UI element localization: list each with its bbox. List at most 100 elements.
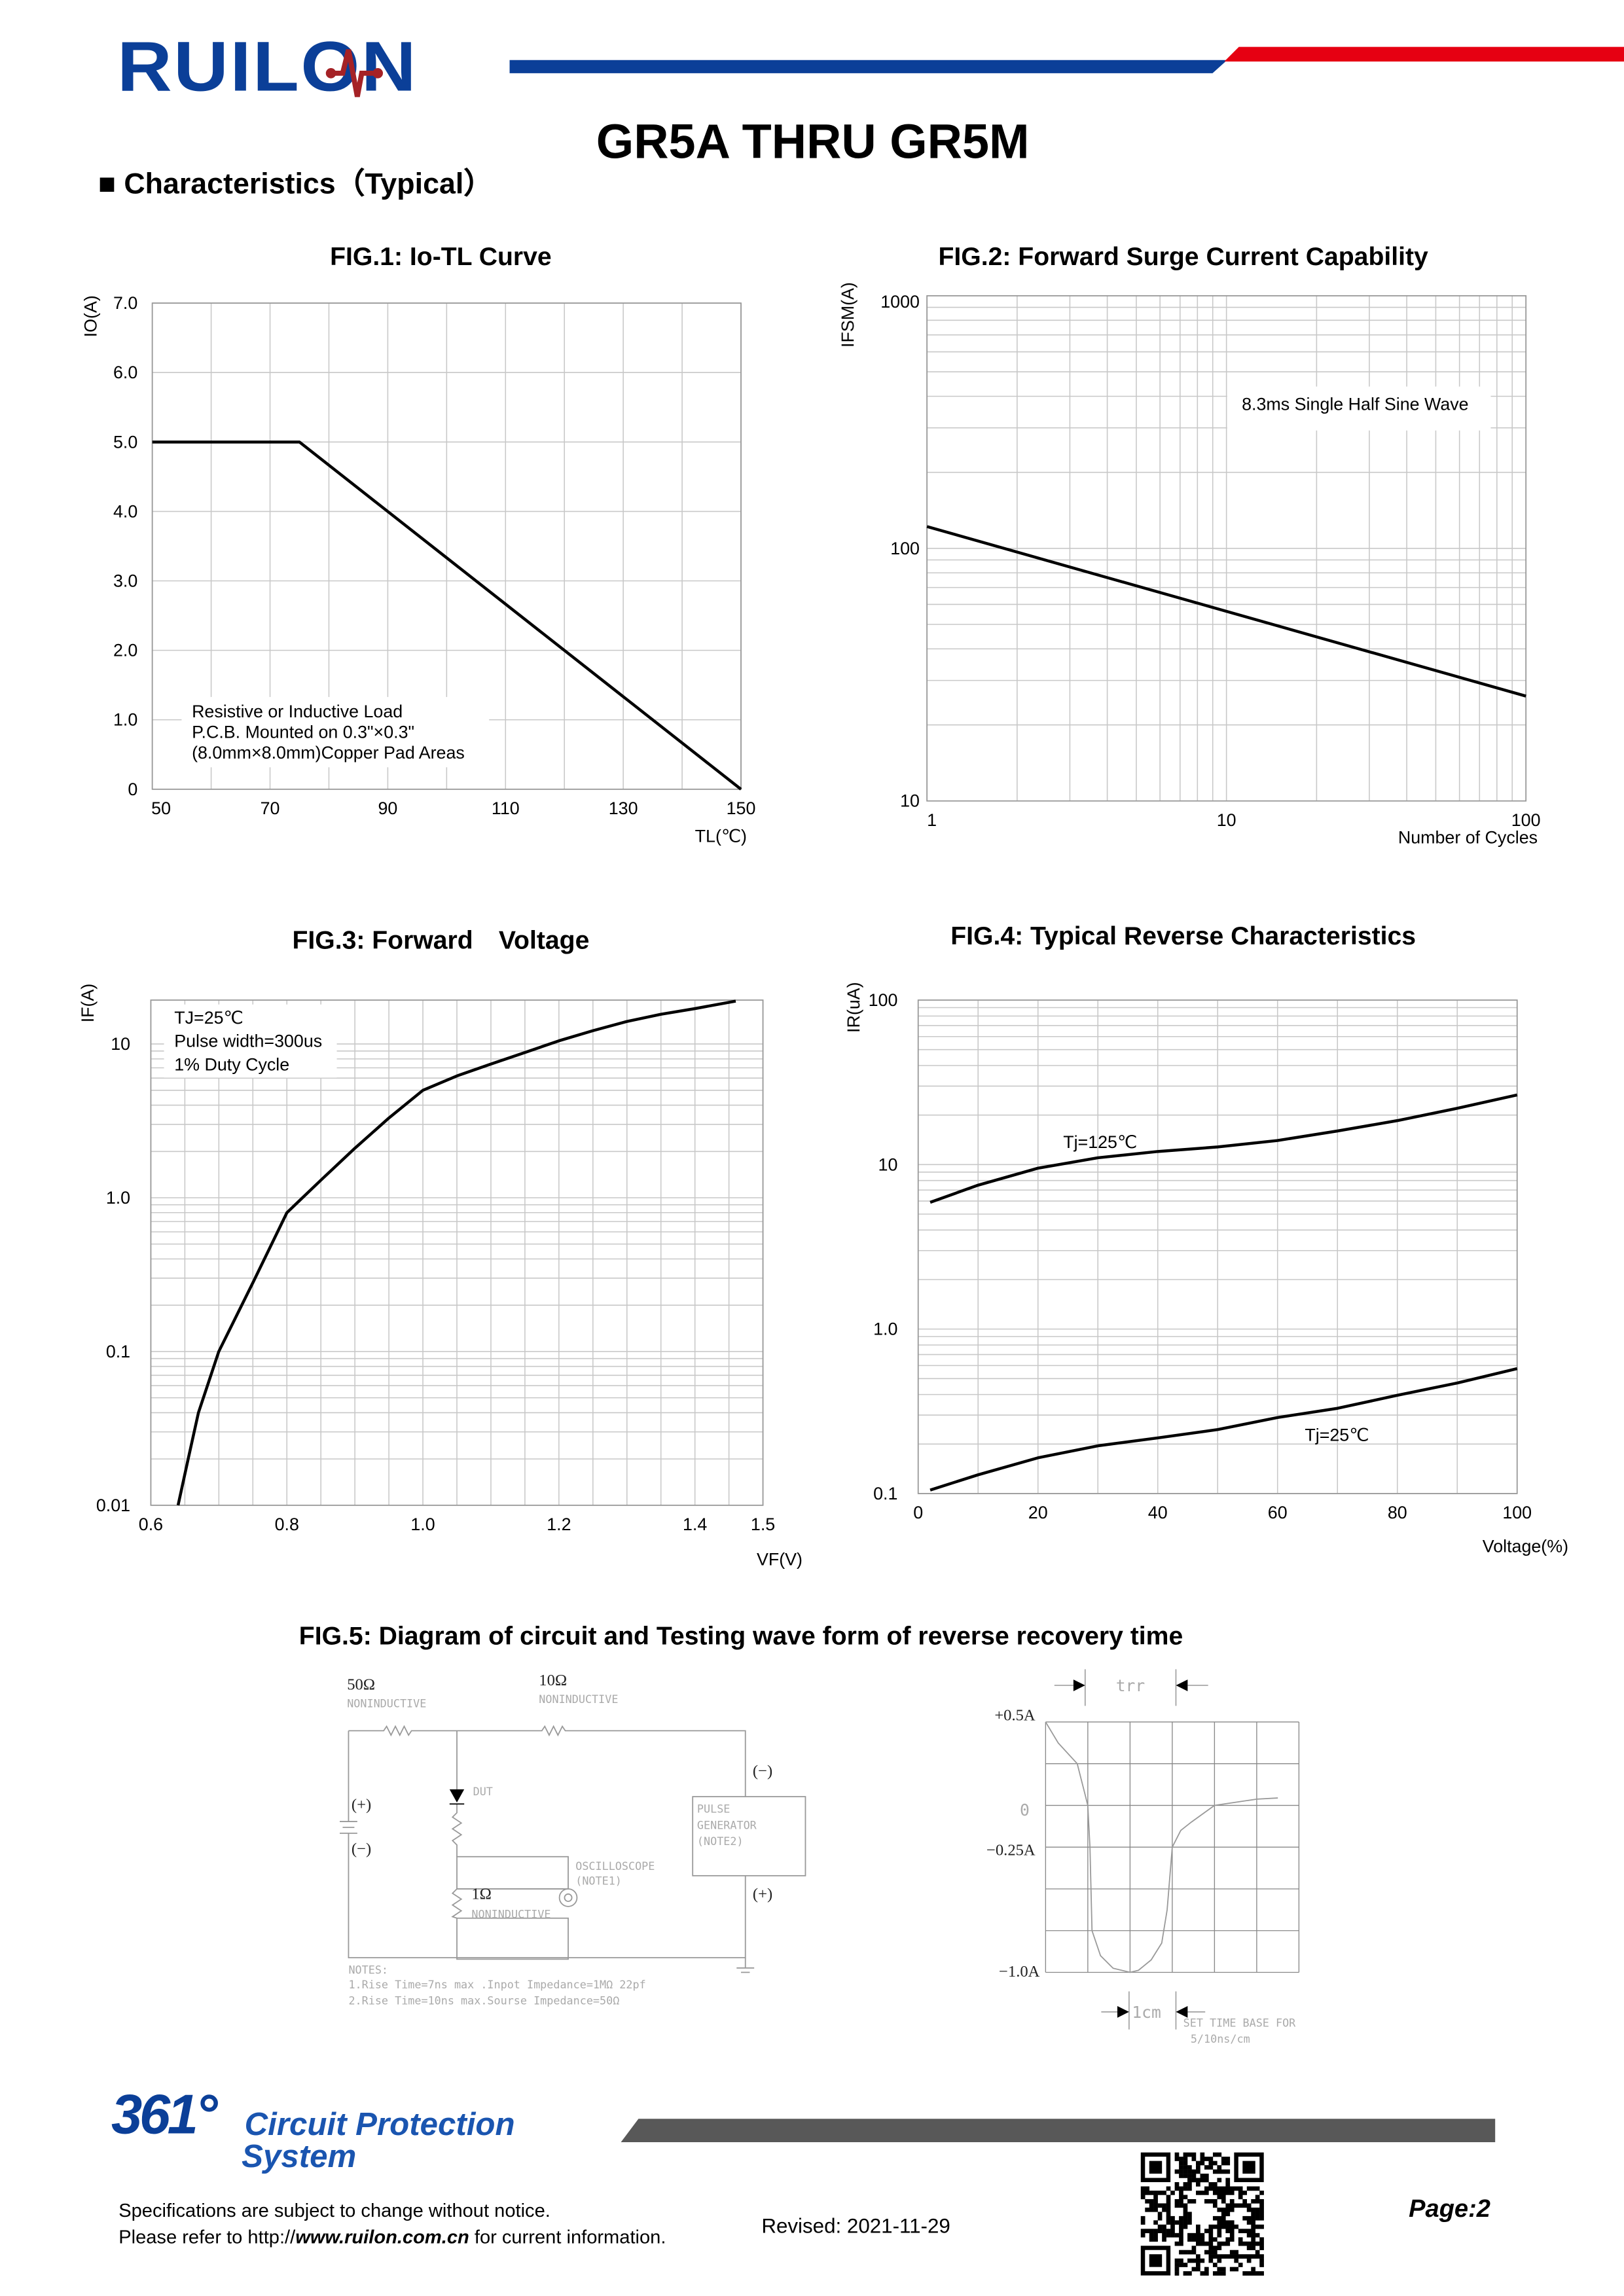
qr-module <box>1246 2258 1252 2263</box>
y-tick-label: 0.01 <box>96 1496 130 1515</box>
qr-module <box>1179 2220 1183 2225</box>
qr-module <box>1212 2186 1218 2191</box>
annotation-box <box>164 1004 337 1078</box>
qr-module <box>1238 2195 1243 2200</box>
qr-module <box>1229 2191 1235 2195</box>
qr-module <box>1246 2246 1252 2250</box>
qr-module <box>1153 2195 1158 2200</box>
qr-module <box>1259 2258 1264 2263</box>
qr-module <box>1179 2233 1183 2238</box>
qr-module <box>1174 2241 1180 2246</box>
qr-module <box>1212 2169 1218 2174</box>
logo-heartbeat-icon <box>325 49 384 98</box>
qr-code[interactable] <box>1140 2152 1264 2276</box>
chart-3: 0.6 0.8 1.0 1.2 1.4 1.5 0.01 0.1 1.0 10 IF(A) VF(V)… <box>78 984 803 1570</box>
oscilloscope-label-1: OSCILLOSCOPE <box>575 1859 655 1873</box>
qr-module <box>1166 2215 1171 2221</box>
x-tick-label: 1.5 <box>751 1515 775 1534</box>
qr-module <box>1217 2254 1222 2259</box>
qr-module <box>1204 2174 1209 2178</box>
qr-module <box>1246 2186 1252 2191</box>
qr-module <box>1242 2241 1248 2246</box>
website-link[interactable]: www.ruilon.com.cn <box>295 2225 469 2248</box>
qr-module <box>1191 2237 1197 2242</box>
y-tick-label: 0.1 <box>106 1342 130 1361</box>
qr-module <box>1200 2174 1205 2178</box>
series-label: Tj=25℃ <box>1305 1425 1369 1444</box>
qr-module <box>1208 2237 1214 2242</box>
qr-module <box>1145 2186 1149 2191</box>
qr-module <box>1204 2271 1209 2276</box>
qr-module <box>1191 2233 1197 2238</box>
qr-module <box>1179 2169 1183 2174</box>
qr-module <box>1179 2215 1183 2221</box>
qr-module <box>1208 2250 1214 2255</box>
qr-module <box>1255 2224 1260 2229</box>
qr-module <box>1149 2191 1154 2195</box>
qr-module <box>1174 2157 1180 2161</box>
qr-module <box>1234 2267 1239 2272</box>
qr-module <box>1251 2246 1255 2250</box>
qr-module <box>1196 2191 1200 2195</box>
qr-module <box>1221 2267 1226 2272</box>
time-base-2: 5/10ns/cm <box>1191 2032 1250 2045</box>
qr-module <box>1212 2254 1218 2259</box>
qr-module <box>1229 2267 1235 2272</box>
fig4-title: FIG.4: Typical Reverse Characteristics <box>950 921 1416 950</box>
qr-module <box>1179 2165 1183 2170</box>
qr-module <box>1174 2271 1180 2276</box>
qr-module <box>1212 2246 1218 2250</box>
qr-module <box>1191 2152 1197 2157</box>
qr-module <box>1225 2157 1231 2161</box>
qr-module <box>1183 2182 1188 2187</box>
qr-module <box>1196 2161 1200 2166</box>
qr-module <box>1246 2203 1252 2208</box>
qr-module <box>1217 2246 1222 2250</box>
y-tick-label: 7.0 <box>113 293 137 313</box>
qr-module <box>1259 2207 1264 2212</box>
qr-module <box>1229 2237 1235 2242</box>
qr-module <box>1238 2203 1243 2208</box>
qr-module <box>1208 2161 1214 2166</box>
y-tick-label: 1000 <box>880 292 920 312</box>
qr-module <box>1187 2220 1192 2225</box>
qr-module <box>1183 2186 1188 2191</box>
qr-module <box>1246 2207 1252 2212</box>
qr-module <box>1251 2215 1255 2221</box>
qr-module <box>1217 2224 1222 2229</box>
qr-module <box>1196 2182 1200 2187</box>
qr-module <box>1255 2271 1260 2276</box>
qr-module <box>1246 2233 1252 2238</box>
qr-module <box>1170 2191 1175 2195</box>
qr-module <box>1234 2254 1239 2259</box>
y-tick-label: 5.0 <box>113 432 137 452</box>
y-tick-label: 4.0 <box>113 501 137 521</box>
qr-module <box>1225 2220 1231 2225</box>
fig1-title: FIG.1: Io-TL Curve <box>330 242 552 271</box>
arrow-right-icon <box>1117 2005 1129 2018</box>
qr-module <box>1149 2237 1154 2242</box>
header-color-bars <box>509 46 1624 73</box>
qr-module <box>1174 2233 1180 2238</box>
qr-module <box>1187 2212 1192 2217</box>
generator-minus: (−) <box>753 1763 772 1780</box>
qr-module <box>1179 2237 1183 2242</box>
qr-module <box>1251 2237 1255 2242</box>
qr-module <box>1259 2241 1264 2246</box>
qr-module <box>1200 2157 1205 2161</box>
qr-module <box>1212 2271 1218 2276</box>
qr-module <box>1225 2237 1231 2242</box>
qr-module <box>1179 2161 1183 2166</box>
qr-module <box>1187 2186 1192 2191</box>
circuit-wires <box>340 1725 806 1973</box>
x-tick-label: 1.0 <box>410 1515 435 1534</box>
qr-module <box>1234 2250 1239 2255</box>
qr-module <box>1179 2186 1183 2191</box>
qr-module <box>1259 2246 1264 2250</box>
qr-module <box>1204 2191 1209 2195</box>
qr-module <box>1200 2258 1205 2263</box>
qr-module <box>1242 2229 1248 2234</box>
qr-module <box>1208 2233 1214 2238</box>
charts-canvas: 50 70 90 110 130 15001.02.03.04.05.06.07.0IO(… <box>78 282 1568 1570</box>
